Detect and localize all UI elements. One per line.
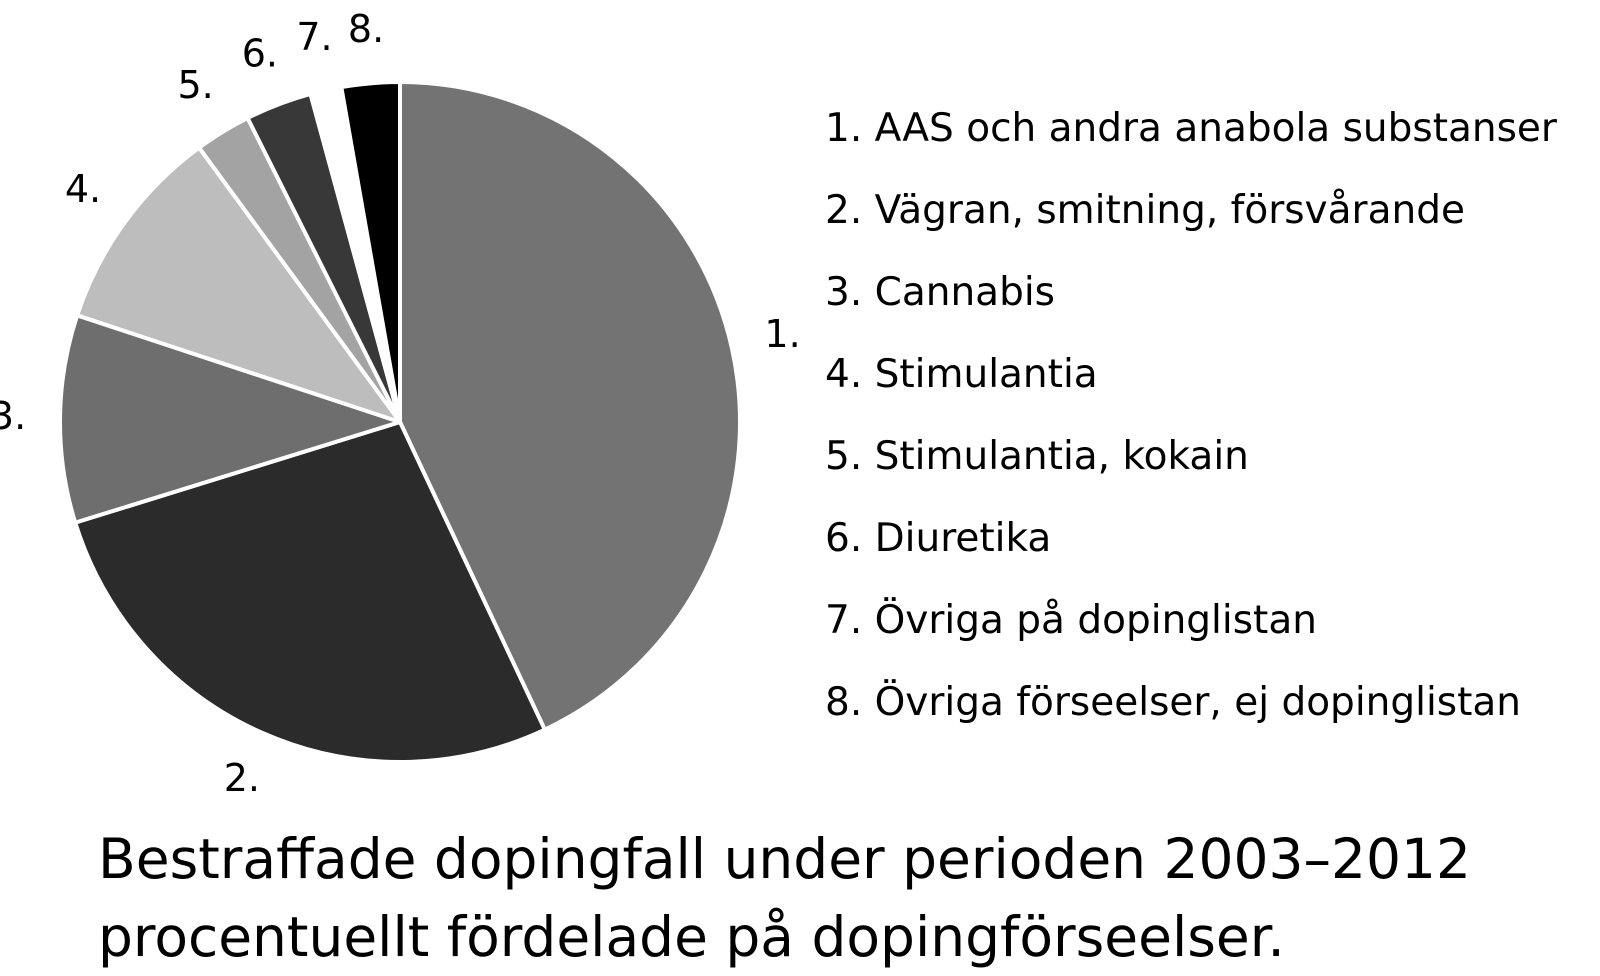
slice-label-4: 4. [65, 167, 101, 211]
pie-slice-4 [75, 145, 402, 424]
slice-label-8: 8. [348, 7, 384, 51]
legend-item-7: 7. Övriga på dopinglistan [825, 598, 1317, 643]
caption-line-1: Bestraffade dopingfall under perioden 20… [98, 827, 1471, 891]
legend-item-8: 8. Övriga förseelser, ej dopinglistan [825, 680, 1522, 725]
slice-label-3: 3. [0, 394, 26, 438]
pie-slice-labels: 1. 2. 3. 4. 5. 6. 7. 8. [0, 7, 800, 800]
legend-item-3: 3. Cannabis [825, 270, 1055, 315]
pie-chart: 1. 2. 3. 4. 5. 6. 7. 8. [0, 7, 800, 800]
pie-slices [58, 80, 742, 764]
slice-label-7: 7. [296, 15, 332, 59]
legend-item-4: 4. Stimulantia [825, 352, 1098, 397]
slice-label-2: 2. [224, 756, 260, 800]
legend-item-6: 6. Diuretika [825, 516, 1052, 561]
slice-label-1: 1. [764, 312, 800, 356]
legend: 1. AAS och andra anabola substanser 2. V… [825, 88, 1557, 744]
legend-item-5: 5. Stimulantia, kokain [825, 434, 1249, 479]
pie-slice-8 [339, 80, 402, 424]
legend-item-2: 2. Vägran, smitning, försvårande [825, 188, 1465, 233]
pie-slice-3 [58, 313, 402, 525]
pie-slice-2 [73, 420, 547, 764]
caption-line-2: procentuellt fördelade på dopingförseels… [98, 905, 1285, 969]
pie-slice-1 [398, 80, 742, 732]
chart-caption: Bestraffade dopingfall under perioden 20… [98, 820, 1471, 976]
legend-item-1: 1. AAS och andra anabola substanser [825, 106, 1557, 151]
slice-label-5: 5. [178, 63, 214, 107]
slice-label-6: 6. [242, 31, 278, 75]
